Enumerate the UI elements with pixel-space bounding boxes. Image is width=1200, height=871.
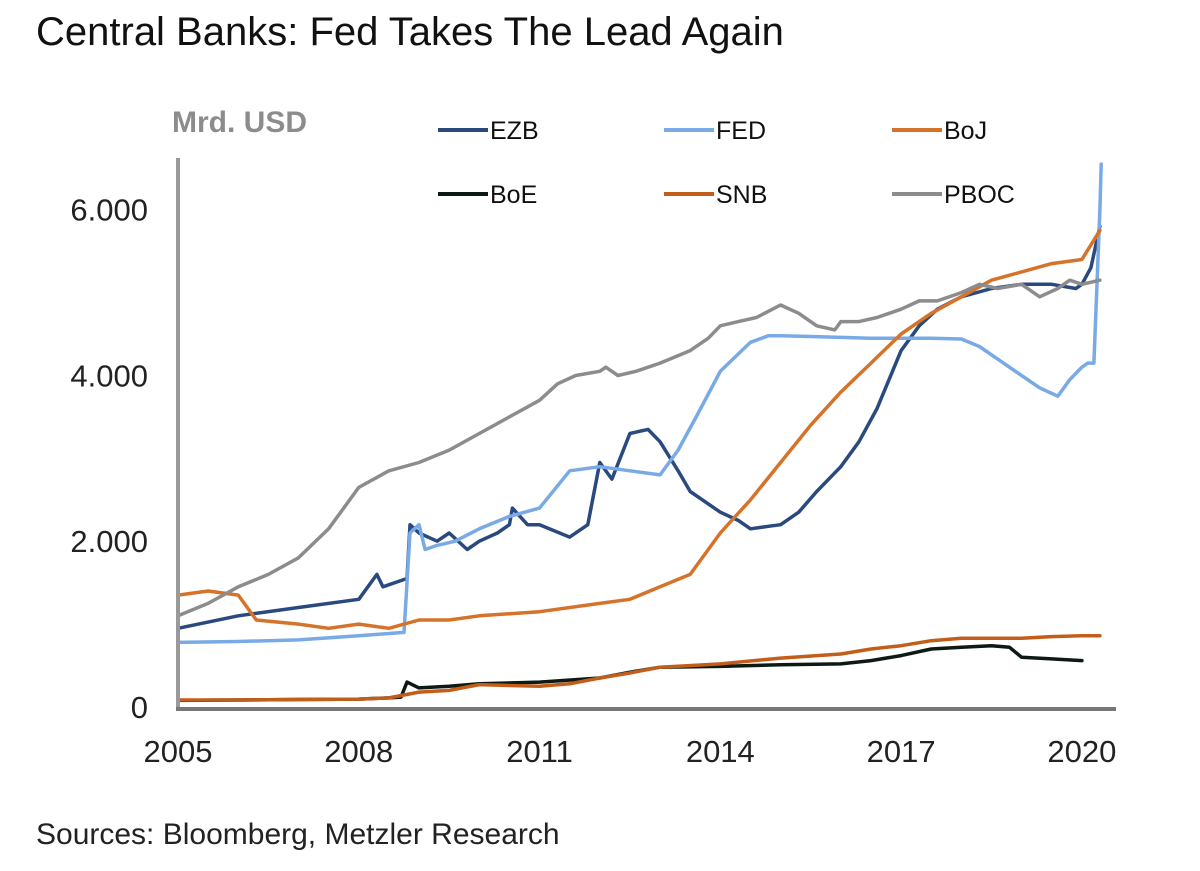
legend-label: PBOC: [944, 181, 1015, 209]
y-tick-labels: 0 2.000 4.000 6.000: [70, 193, 148, 725]
x-tick-label: 2020: [1047, 734, 1116, 769]
series-line-boj: [176, 228, 1102, 631]
series-line-snb: [176, 633, 1102, 702]
legend-label: EZB: [490, 117, 539, 145]
legend-item-boe: BoE: [438, 181, 537, 209]
x-tick-labels: 2005 2008 2011 2014 2017 2020: [144, 734, 1117, 769]
x-tick-label: 2017: [867, 734, 936, 769]
legend: EZB FED BoJ BoE SNB PBOC: [438, 117, 1015, 209]
legend-label: FED: [716, 117, 766, 145]
legend-item-boj: BoJ: [892, 117, 987, 145]
legend-label: SNB: [716, 181, 767, 209]
legend-item-ezb: EZB: [438, 117, 539, 145]
x-tick-label: 2005: [144, 734, 213, 769]
page-title: Central Banks: Fed Takes The Lead Again: [36, 10, 784, 54]
source-note: Sources: Bloomberg, Metzler Research: [36, 818, 560, 851]
y-tick-label: 2.000: [70, 524, 148, 559]
x-tick-label: 2008: [324, 734, 393, 769]
series-line-pboc: [176, 278, 1102, 618]
legend-label: BoE: [490, 181, 537, 209]
line-chart: Mrd. USD EZB FED BoJ BoE SNB PBOC 0 2.000 4.000…: [70, 106, 1117, 769]
series-line-fed: [176, 162, 1103, 645]
series-lines: [176, 162, 1103, 703]
legend-label: BoJ: [944, 117, 987, 145]
y-tick-label: 0: [131, 690, 148, 725]
legend-item-pboc: PBOC: [892, 181, 1015, 209]
axes: [176, 158, 1116, 711]
y-tick-label: 6.000: [70, 193, 148, 228]
y-axis-unit-label: Mrd. USD: [172, 106, 307, 139]
series-line-ezb: [176, 224, 1102, 631]
legend-item-fed: FED: [664, 117, 766, 145]
x-tick-label: 2014: [686, 734, 755, 769]
y-tick-label: 4.000: [70, 358, 148, 393]
legend-item-snb: SNB: [664, 181, 767, 209]
x-tick-label: 2011: [506, 734, 573, 769]
